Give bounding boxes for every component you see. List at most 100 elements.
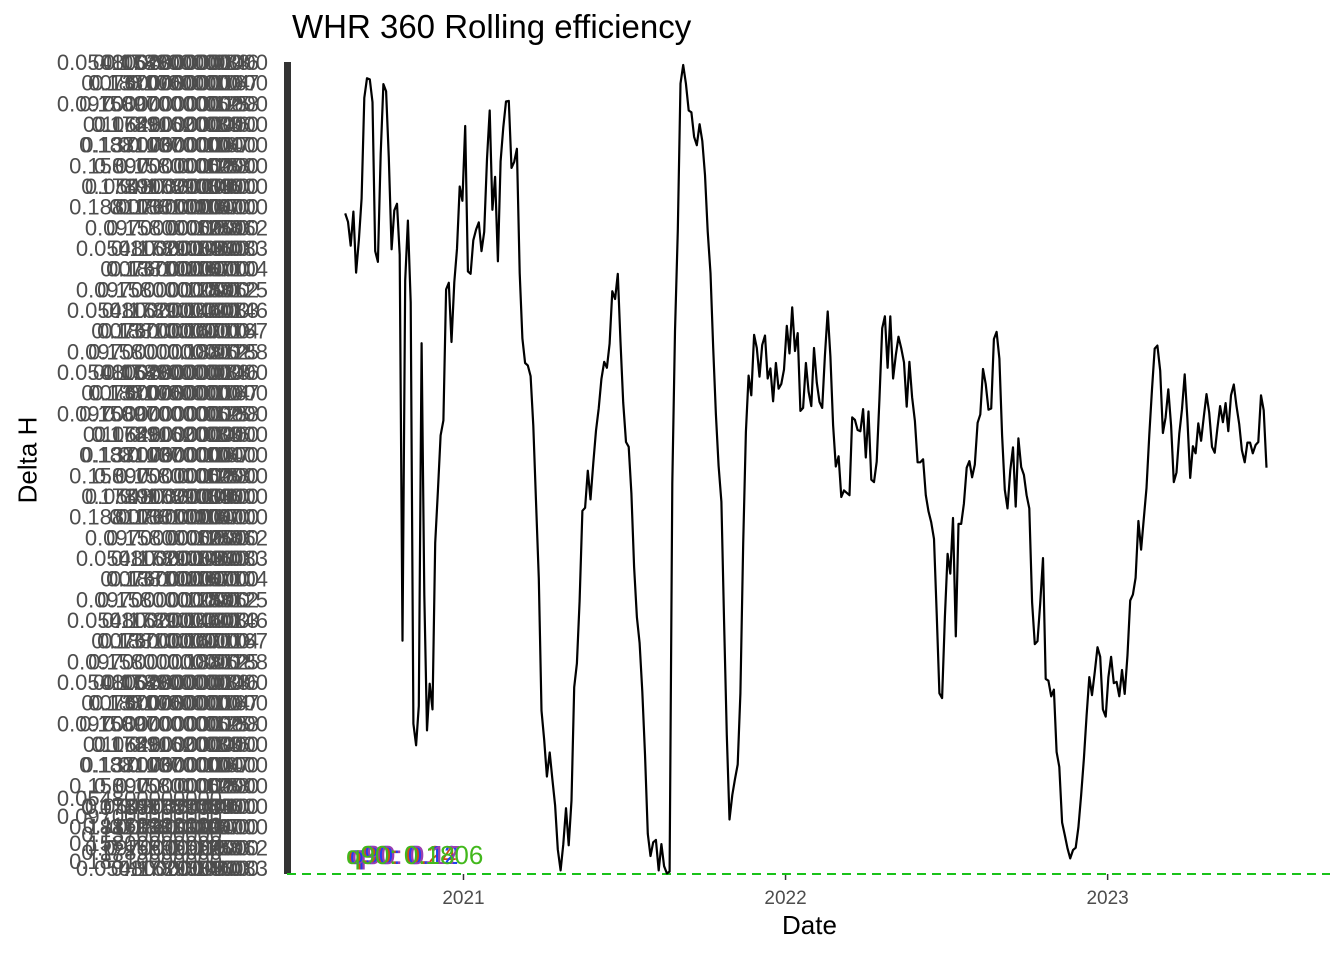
- y-tick-label: 0.18810000000: [97, 629, 250, 654]
- y-tick-label: 0.125: [195, 401, 250, 426]
- y-tick-label: 0.0760000000: [81, 691, 222, 716]
- y-tick-label: 0.054800000000: [85, 484, 250, 509]
- y-tick-label: 0.062: [167, 525, 222, 550]
- y-tick-label: 0.188: [195, 463, 250, 488]
- y-tick-label: 0.1162000000: [93, 360, 232, 385]
- y-tick-label: 0.054800000000: [103, 360, 268, 385]
- y-tick-label: 0.1789000000: [91, 112, 232, 137]
- y-tick-label: 0.1370000000: [109, 567, 250, 592]
- y-tick-label: 0.188: [195, 773, 250, 798]
- y-tick-label: 0.1370000000: [81, 822, 222, 847]
- y-tick-label: 0.146: [177, 236, 232, 261]
- y-tick-label: 0.104: [186, 753, 241, 778]
- y-tick-label: 0.1789000000: [100, 50, 241, 75]
- y-tick-label: 0.1370000000: [118, 815, 259, 840]
- y-tick-label: 0.15800000000: [88, 339, 241, 364]
- y-tick-label: 0.188: [213, 649, 268, 674]
- y-tick-label: 0.054800000000: [67, 608, 232, 633]
- y-tick-label: 0.083: [213, 856, 268, 881]
- y-tick-label: 0.18810000000: [79, 753, 232, 778]
- annotation-label: q90: 0.17: [352, 840, 460, 870]
- y-tick-label: 0.167: [177, 257, 232, 282]
- y-tick-label: 0.1162000000: [102, 298, 241, 323]
- y-tick-label: 0.146: [177, 856, 232, 881]
- y-tick-label: 0.1789000000: [109, 608, 250, 633]
- y-tick-label: 0.1370000000: [81, 753, 222, 778]
- y-tick-label: 0.104: [204, 629, 259, 654]
- y-tick-label: 0.104: [213, 567, 268, 592]
- y-tick-label: 0.146: [213, 298, 268, 323]
- annotation-label: q90: 0.12: [350, 840, 458, 870]
- y-tick-label: 0.188: [177, 277, 232, 302]
- y-tick-label: 0.15800000000: [69, 773, 222, 798]
- y-tick-label: 0.18810000000: [69, 505, 222, 530]
- y-tick-label: 0.15800000000: [79, 711, 232, 736]
- y-tick-label: 0.188: [167, 649, 222, 674]
- x-axis-label: Date: [782, 910, 837, 940]
- y-tick-label: 0.146: [186, 484, 241, 509]
- y-tick-label: 0.104: [195, 71, 250, 96]
- y-tick-label: 0.083: [195, 670, 250, 695]
- y-tick-label: 0.054800000000: [94, 732, 259, 757]
- y-tick-label: 0.083: [167, 546, 222, 571]
- y-tick-label: 0.15800000000: [97, 277, 250, 302]
- y-tick-label: 0.1789000000: [127, 484, 268, 509]
- y-tick-label: 0.188: [204, 91, 259, 116]
- y-tick-label: 0.167: [186, 195, 241, 220]
- y-tick-label: 0.054800000000: [103, 670, 268, 695]
- y-tick-label: 0.083: [213, 236, 268, 261]
- y-tick-label: 0.15800000000: [88, 649, 241, 674]
- y-tick-label: 0.18810000000: [106, 257, 259, 282]
- y-tick-label: 0.083: [186, 422, 241, 447]
- y-tick-label: 0.083: [204, 298, 259, 323]
- y-tick-label: 0.125: [195, 91, 250, 116]
- y-tick-label: 0.1162000000: [120, 484, 259, 509]
- y-tick-label: 0.1370000000: [118, 195, 259, 220]
- y-tick-label: 0.062: [167, 835, 222, 860]
- y-tick-label: 0.097000000000: [67, 649, 232, 674]
- y-axis-line: [284, 62, 291, 874]
- y-tick-label: 0.15800000000: [79, 401, 232, 426]
- y-axis-tick-labels: 0.0548000000000.07600000000.097000000000…: [57, 50, 268, 881]
- y-tick-label: 0.15800000000: [115, 463, 268, 488]
- y-tick-label: 0.15800000000: [97, 587, 250, 612]
- y-tick-label: 0.146: [186, 174, 241, 199]
- y-tick-label: 0.146: [167, 608, 222, 633]
- y-tick-label: 0.167: [213, 629, 268, 654]
- y-tick-label: 0.125: [167, 277, 222, 302]
- y-tick-label: 0.167: [167, 319, 222, 344]
- y-tick-label: 0.1162000000: [83, 112, 222, 137]
- y-tick-label: 0.083: [177, 794, 232, 819]
- y-tick-label: 0.097000000000: [94, 463, 259, 488]
- x-tick-label: 2022: [764, 888, 806, 909]
- y-tick-label: 0.0760000000: [109, 505, 250, 530]
- chart-title: WHR 360 Rolling efficiency: [292, 8, 692, 45]
- y-tick-label: 0.062: [213, 835, 268, 860]
- y-tick-label: 0.104: [213, 257, 268, 282]
- y-tick-label: 0.104: [177, 505, 232, 530]
- y-tick-label: 0.1789000000: [91, 732, 232, 757]
- y-tick-label: 0.097000000000: [57, 91, 222, 116]
- y-tick-label: 0.18810000000: [88, 691, 241, 716]
- y-tick-label: 0.167: [177, 567, 232, 592]
- y-tick-label: 0.146: [195, 112, 250, 137]
- y-tick-label: 0.104: [167, 567, 222, 592]
- y-tick-label: 0.1789000000: [81, 794, 222, 819]
- y-tick-label: 0.1370000000: [118, 505, 259, 530]
- y-tick-label: 0.054800000000: [57, 786, 222, 811]
- y-tick-label: 0.0760000000: [127, 691, 268, 716]
- y-tick-label: 0.097000000000: [85, 215, 250, 240]
- y-tick-label: 0.1789000000: [118, 236, 259, 261]
- y-tick-label: 0.097000000000: [103, 401, 268, 426]
- y-tick-label: 0.062: [213, 215, 268, 240]
- y-tick-label: 0.062: [213, 525, 268, 550]
- y-tick-label: 0.18810000000: [97, 319, 250, 344]
- y-tick-label: 0.167: [213, 319, 268, 344]
- y-tick-label: 0.15800000000: [106, 835, 259, 860]
- y-tick-label: 0.15800000000: [69, 463, 222, 488]
- y-tick-label: 0.18810000000: [115, 195, 268, 220]
- y-tick-label: 0.062: [186, 711, 241, 736]
- y-tick-label: 0.0760000000: [100, 257, 241, 282]
- y-tick-label: 0.083: [167, 236, 222, 261]
- y-tick-label: 0.1162000000: [93, 670, 232, 695]
